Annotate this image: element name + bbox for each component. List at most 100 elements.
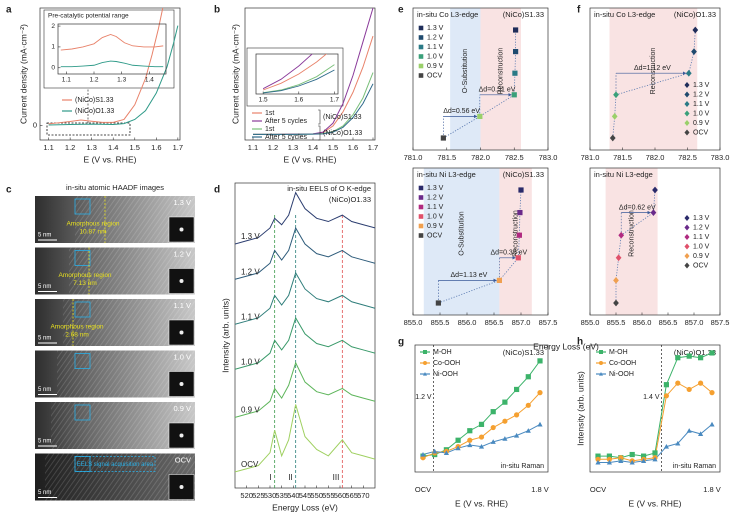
legend-label: After 5 cycles (265, 134, 308, 141)
x-axis-label: Energy Loss (eV) (272, 502, 338, 512)
point (467, 442, 473, 448)
chart-subtitle: (NiCo)O1.33 (674, 348, 716, 357)
point (606, 453, 612, 459)
point (418, 63, 424, 69)
point (467, 437, 473, 443)
legend-label: Ni-OOH (433, 371, 458, 378)
point (490, 424, 496, 431)
x-tick-label: 1.6 (151, 143, 161, 152)
region (423, 168, 500, 315)
point (418, 185, 424, 191)
region-label: EELS signal acquisition area (77, 462, 154, 468)
legend-label: 1st (265, 110, 274, 117)
point (490, 439, 496, 444)
series-line (253, 83, 374, 135)
chart-title: in-situ Ni L3-edge (594, 170, 653, 179)
series-line (598, 352, 713, 459)
region-label: O-Substitution (462, 49, 469, 93)
potential-label: 1.1 V (173, 301, 191, 310)
point (606, 459, 612, 465)
region-label: Reconstruction (512, 210, 519, 257)
region-width: 10.87 nm (79, 229, 106, 236)
region-label: Amorphous region (50, 324, 103, 331)
point (443, 450, 449, 456)
x-tick-label: 782.0 (646, 153, 665, 162)
point (440, 135, 446, 141)
x-axis-label: E (V vs. RHE) (284, 154, 337, 164)
point (518, 187, 524, 193)
point (496, 277, 502, 283)
legend-label: M-OH (609, 349, 628, 356)
x-tick-label: 857.5 (711, 318, 730, 327)
trend-line (443, 30, 516, 139)
point (515, 255, 521, 261)
point (418, 25, 424, 31)
roi-box (74, 404, 91, 421)
point (684, 110, 690, 117)
scale-label: 5 nm (38, 439, 51, 445)
chart-title: in-situ EELS of O K-edge (287, 184, 371, 193)
y-axis-label: Current density (mA·cm⁻²) (18, 24, 28, 124)
legend-label: 0.9 V (427, 223, 444, 230)
point (652, 186, 658, 194)
legend-label: 1.0 V (427, 53, 444, 60)
legend-label: M-OH (433, 349, 452, 356)
point (684, 253, 690, 259)
legend-label: 1.3 V (693, 215, 710, 222)
x-tick-label: 525 (252, 491, 265, 500)
point (652, 456, 658, 462)
point (599, 361, 603, 365)
point (423, 350, 427, 354)
x-tick-label: 1.7 (368, 143, 378, 152)
point (686, 386, 692, 393)
legend-label: OCV (693, 129, 709, 136)
x-tick-label: 855.5 (607, 318, 626, 327)
axes-frame (412, 167, 549, 316)
plot-area (48, 8, 179, 126)
x-tick-label: 782.5 (678, 153, 697, 162)
point (418, 204, 424, 210)
chart-title: in-situ Ni L3-edge (417, 170, 476, 179)
x-tick-label: 1.5 (130, 143, 140, 152)
point (629, 451, 635, 458)
legend-label: 1.1 V (693, 234, 710, 241)
annotation: Δd=0.56 eV (443, 108, 480, 115)
point (615, 254, 622, 262)
x-tick-label: 570 (357, 491, 370, 500)
legend-label: OCV (427, 72, 443, 79)
x-tick-label: 783.0 (539, 153, 558, 162)
peak-label: I (269, 473, 271, 482)
trend-line (612, 29, 696, 139)
x-tick-label: 783.0 (711, 153, 730, 162)
scale-label: 5 nm (38, 233, 51, 239)
point (613, 299, 619, 307)
plot-area (253, 8, 374, 135)
point (595, 453, 601, 459)
region-label: Reconstruction (650, 48, 657, 95)
roi-box (74, 198, 91, 215)
potential-label: 1.0 V (173, 352, 191, 361)
trend-line (615, 189, 656, 303)
x-tick-label: 1.5 (328, 143, 338, 152)
point (477, 113, 483, 119)
point (663, 382, 669, 388)
x-tick-label: 1.1 (248, 143, 258, 152)
plot-area (262, 54, 335, 94)
point (684, 243, 690, 250)
x-axis-label: E (V vs. RHE) (84, 154, 137, 164)
x-tick-label: 857.5 (539, 318, 558, 327)
point (418, 195, 424, 200)
point (525, 374, 531, 380)
point (418, 233, 424, 238)
fft-spot (179, 485, 184, 489)
legend-label: 0.9 V (693, 120, 710, 127)
x-tick-label: 1.3 (117, 77, 126, 84)
x-tick-label: 855.0 (404, 318, 423, 327)
annotation: Δd=1.13 eV (450, 272, 487, 279)
point (514, 432, 520, 438)
point (613, 277, 619, 284)
x-tick-label: 1.1 (62, 77, 71, 84)
x-tick-label: 535 (275, 491, 288, 500)
annotation: Δd=0.51 eV (479, 87, 516, 94)
highlight-box (46, 122, 131, 136)
